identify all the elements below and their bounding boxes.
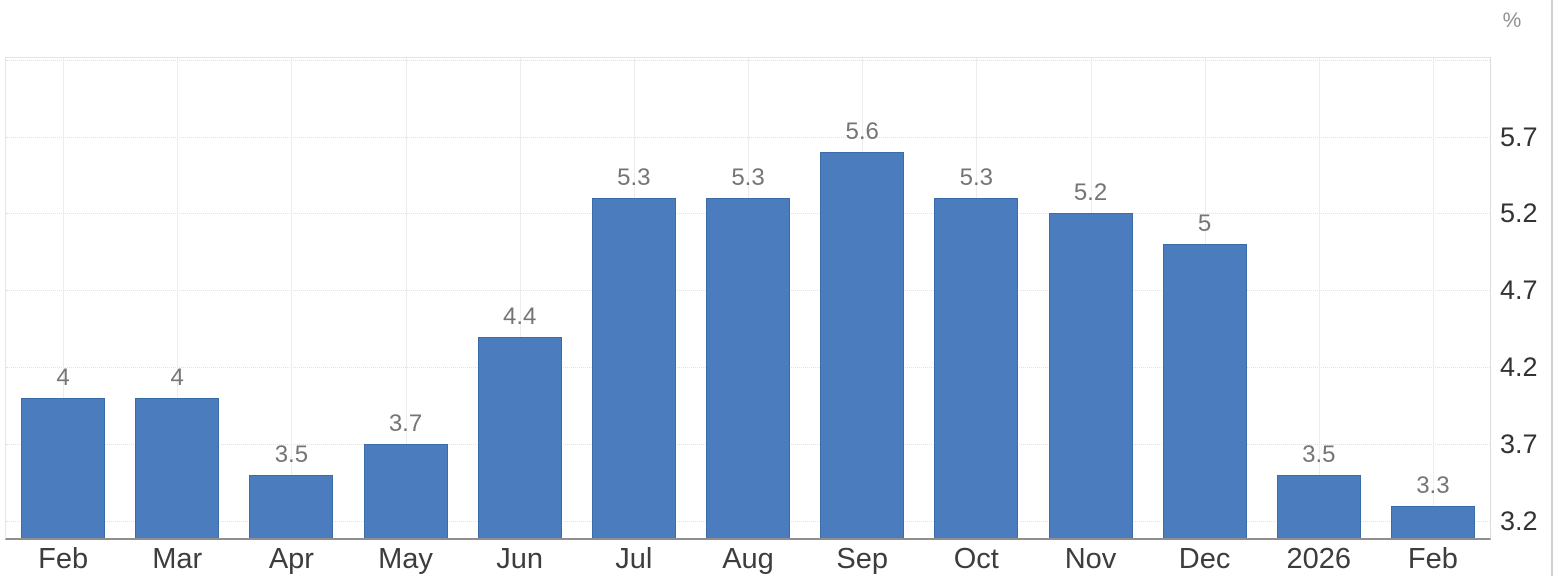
bar[interactable] <box>21 398 106 538</box>
bar-value-label: 5.6 <box>845 117 879 145</box>
x-axis-label: Dec <box>1178 543 1231 575</box>
bar[interactable] <box>591 198 676 538</box>
bar-value-label: 4 <box>170 364 184 391</box>
bar[interactable] <box>477 336 562 538</box>
y-axis-tick-label: 4.7 <box>1500 275 1538 306</box>
bar-value-label: 5.3 <box>959 164 993 191</box>
y-axis-labels: 3.2 3.7 4.2 4.7 5.2 5.7 <box>1500 58 1560 540</box>
v-gridline <box>405 58 407 538</box>
y-axis-unit-label: % <box>1502 9 1522 32</box>
bar-value-label: 5.3 <box>731 164 765 191</box>
bar[interactable] <box>1048 213 1133 538</box>
bar-value-label: 3.3 <box>1416 471 1450 499</box>
v-gridline <box>177 58 179 538</box>
x-axis-label: 2026 <box>1286 543 1352 575</box>
bar-value-label: 4 <box>56 364 70 391</box>
bar-value-label: 3.7 <box>388 410 423 438</box>
bar[interactable] <box>820 151 905 538</box>
v-gridline <box>519 58 521 538</box>
x-axis-label: Jun <box>496 543 544 575</box>
x-axis-label: Feb <box>38 543 89 575</box>
bar[interactable] <box>934 198 1019 538</box>
bar[interactable] <box>363 444 448 538</box>
bar[interactable] <box>706 198 790 538</box>
bar[interactable] <box>1162 244 1247 538</box>
bar-value-label: 4.4 <box>503 302 537 330</box>
v-gridline <box>63 58 65 538</box>
x-axis-label: May <box>378 543 433 575</box>
x-axis-label: Oct <box>953 543 999 575</box>
bar-value-label: 5.2 <box>1073 179 1108 207</box>
y-axis-tick-label: 5.2 <box>1500 198 1538 229</box>
x-axis-label: Nov <box>1064 543 1117 575</box>
y-axis-tick-label: 3.7 <box>1500 429 1538 460</box>
x-axis-label: Feb <box>1407 543 1458 575</box>
v-gridline <box>291 58 293 538</box>
x-axis-labels: Feb Mar Apr May Jun Jul Aug Sep Oct Nov Dec 2026 Feb <box>6 543 1490 575</box>
bar[interactable] <box>249 474 334 538</box>
bar-value-label: 5.3 <box>617 164 651 191</box>
bar[interactable] <box>135 398 220 538</box>
bars-layer: 4 4 3.5 3.7 4.4 5.3 5.3 5.6 5.3 5.2 5 3.5 3.3 <box>6 58 1490 538</box>
page-edge-divider <box>1551 0 1553 576</box>
y-axis-tick-label: 4.2 <box>1500 352 1538 383</box>
bar-value-label: 3.5 <box>1302 440 1336 468</box>
plot-area: 4 4 3.5 3.7 4.4 5.3 5.3 5.6 5.3 5.2 5 3.5 3.3 <box>5 57 1491 540</box>
bar[interactable] <box>1390 505 1475 538</box>
bar[interactable] <box>1276 474 1361 538</box>
x-axis-label: Mar <box>152 543 203 575</box>
v-gridline <box>1318 58 1320 538</box>
bar-value-label: 3.5 <box>274 440 309 468</box>
v-gridline <box>1432 58 1434 538</box>
y-axis-tick-label: 5.7 <box>1500 121 1538 152</box>
bar-value-label: 5 <box>1197 210 1212 238</box>
x-axis-label: Aug <box>722 543 774 575</box>
y-axis-tick-label: 3.2 <box>1500 506 1538 537</box>
x-axis-label: Sep <box>836 543 888 575</box>
x-axis-label: Jul <box>615 543 653 575</box>
x-axis-label: Apr <box>268 543 314 575</box>
